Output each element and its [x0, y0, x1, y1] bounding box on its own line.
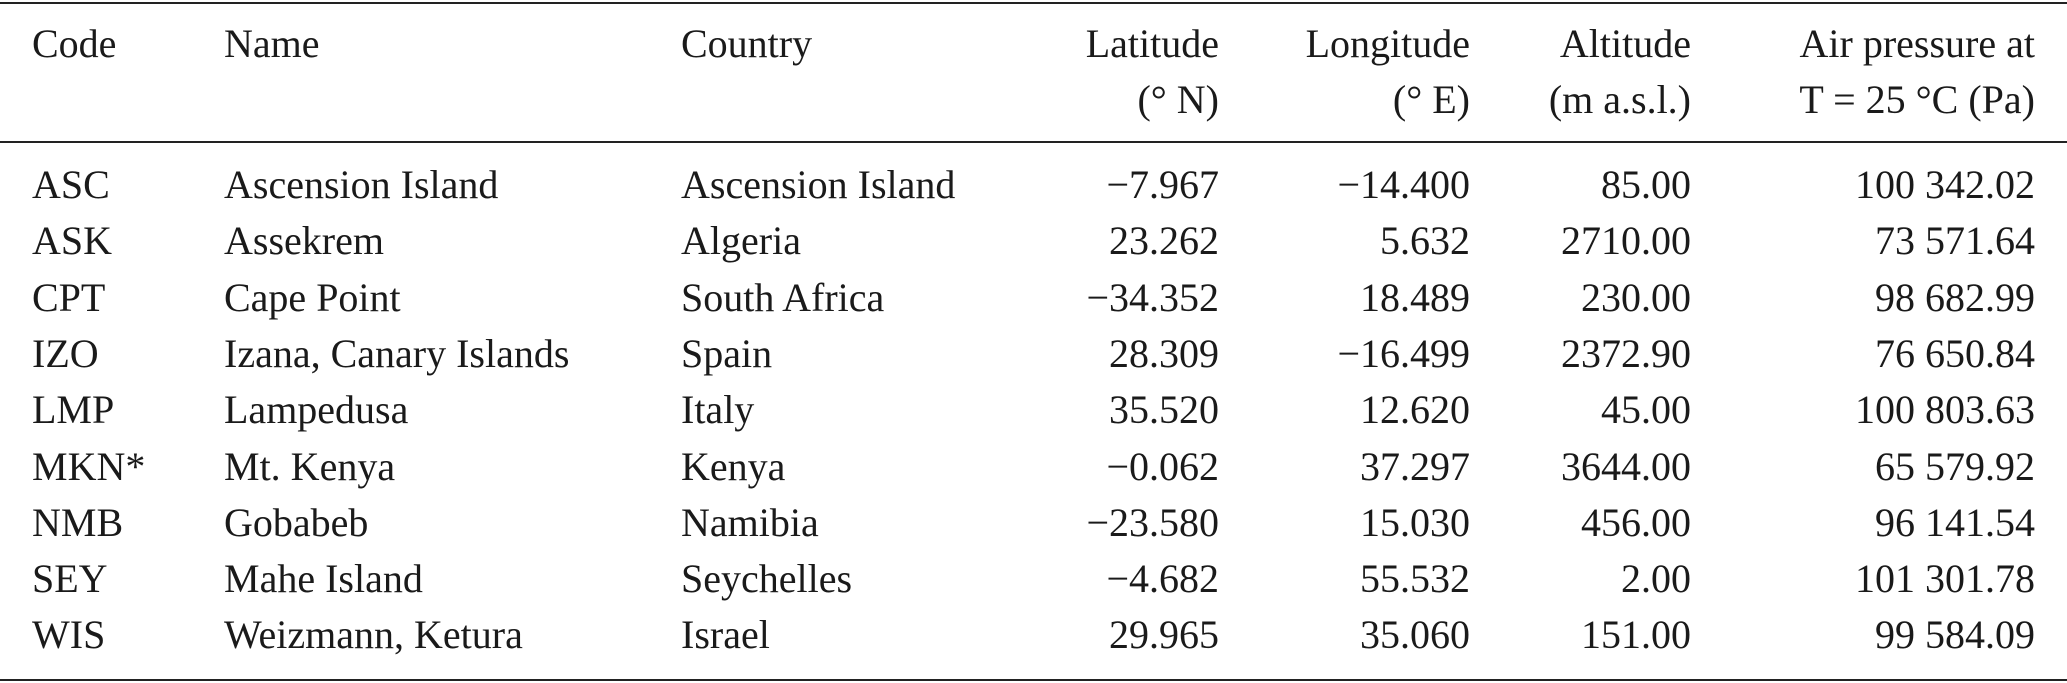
table-cell: CPT [32, 274, 106, 320]
table-cell: 230.00 [1581, 274, 1691, 320]
header-cell: Altitude [1559, 21, 1691, 66]
table-cell: 55.532 [1360, 556, 1470, 602]
table-cell: −7.967 [1106, 162, 1219, 207]
table-cell: 35.520 [1109, 387, 1219, 433]
table-cell: Cape Point [224, 274, 401, 320]
table-cell: 28.309 [1109, 330, 1219, 376]
table-cell: 2.00 [1621, 556, 1691, 602]
table-cell: 2710.00 [1561, 218, 1691, 264]
table-cell: 12.620 [1360, 387, 1470, 433]
table-cell: SEY [32, 556, 108, 602]
table-cell: 100 342.02 [1855, 162, 2035, 207]
table-cell: 65 579.92 [1875, 443, 2035, 489]
table-cell: Namibia [681, 499, 819, 545]
table-cell: 2372.90 [1561, 330, 1691, 376]
header-cell: (m a.s.l.) [1548, 77, 1691, 122]
table-cell: 45.00 [1601, 387, 1691, 433]
table-cell: 98 682.99 [1875, 274, 2035, 320]
table-cell: 151.00 [1581, 612, 1691, 658]
table-cell: 99 584.09 [1875, 612, 2035, 658]
table-cell: Israel [681, 612, 770, 658]
header-cell: T = 25 °C (Pa) [1799, 77, 2035, 122]
header-cell: (° E) [1392, 77, 1470, 122]
table-cell: Weizmann, Ketura [224, 612, 523, 658]
header-cell: Code [32, 21, 117, 66]
table-cell: 5.632 [1380, 218, 1470, 264]
table-cell: 29.965 [1109, 612, 1219, 658]
table-cell: 35.060 [1360, 612, 1470, 658]
table-cell: −0.062 [1106, 443, 1219, 489]
table-cell: 101 301.78 [1855, 556, 2035, 602]
table-cell: ASK [32, 218, 113, 264]
header-cell: Name [224, 21, 320, 66]
top-rule [0, 2, 2067, 4]
table-cell: Algeria [681, 218, 801, 264]
header-cell: (° N) [1137, 77, 1219, 122]
table-cell: Kenya [681, 443, 786, 489]
header-cell: Longitude [1305, 21, 1470, 66]
table-cell: Assekrem [224, 218, 384, 264]
table-cell: −16.499 [1337, 330, 1470, 376]
table-cell: 456.00 [1581, 499, 1691, 545]
header-cell: Air pressure at [1799, 21, 2035, 66]
table-cell: South Africa [681, 274, 885, 320]
header-cell: Latitude [1085, 21, 1219, 66]
table-cell: MKN* [32, 443, 146, 489]
table-cell: −34.352 [1086, 274, 1219, 320]
table-cell: −14.400 [1337, 162, 1470, 207]
table-cell: 96 141.54 [1875, 499, 2035, 545]
table-cell: Izana, Canary Islands [224, 330, 570, 376]
table-cell: Ascension Island [224, 162, 499, 207]
header-cell: Country [681, 21, 813, 66]
table-cell: Seychelles [681, 556, 853, 602]
table-cell: NMB [32, 499, 124, 545]
table-cell: Lampedusa [224, 387, 409, 433]
table-cell: ASC [32, 162, 110, 207]
table-cell: Gobabeb [224, 499, 369, 545]
header-rule [0, 141, 2067, 143]
table-cell: 3644.00 [1561, 443, 1691, 489]
table-cell: 100 803.63 [1855, 387, 2035, 433]
table-cell: −4.682 [1106, 556, 1219, 602]
table-cell: 15.030 [1360, 499, 1470, 545]
table-cell: WIS [32, 612, 106, 658]
bottom-rule [0, 679, 2067, 681]
table-cell: 23.262 [1109, 218, 1219, 264]
table-cell: Mt. Kenya [224, 443, 396, 489]
table-cell: 73 571.64 [1875, 218, 2035, 264]
table-cell: 85.00 [1601, 162, 1691, 207]
table-cell: 18.489 [1360, 274, 1470, 320]
table-cell: Spain [681, 330, 773, 376]
table-cell: Mahe Island [224, 556, 423, 602]
table-cell: 76 650.84 [1875, 330, 2035, 376]
table-cell: LMP [32, 387, 115, 433]
table-cell: Italy [681, 387, 755, 433]
table-cell: −23.580 [1086, 499, 1219, 545]
table-cell: IZO [32, 330, 99, 376]
table-cell: 37.297 [1360, 443, 1470, 489]
table-cell: Ascension Island [681, 162, 956, 207]
